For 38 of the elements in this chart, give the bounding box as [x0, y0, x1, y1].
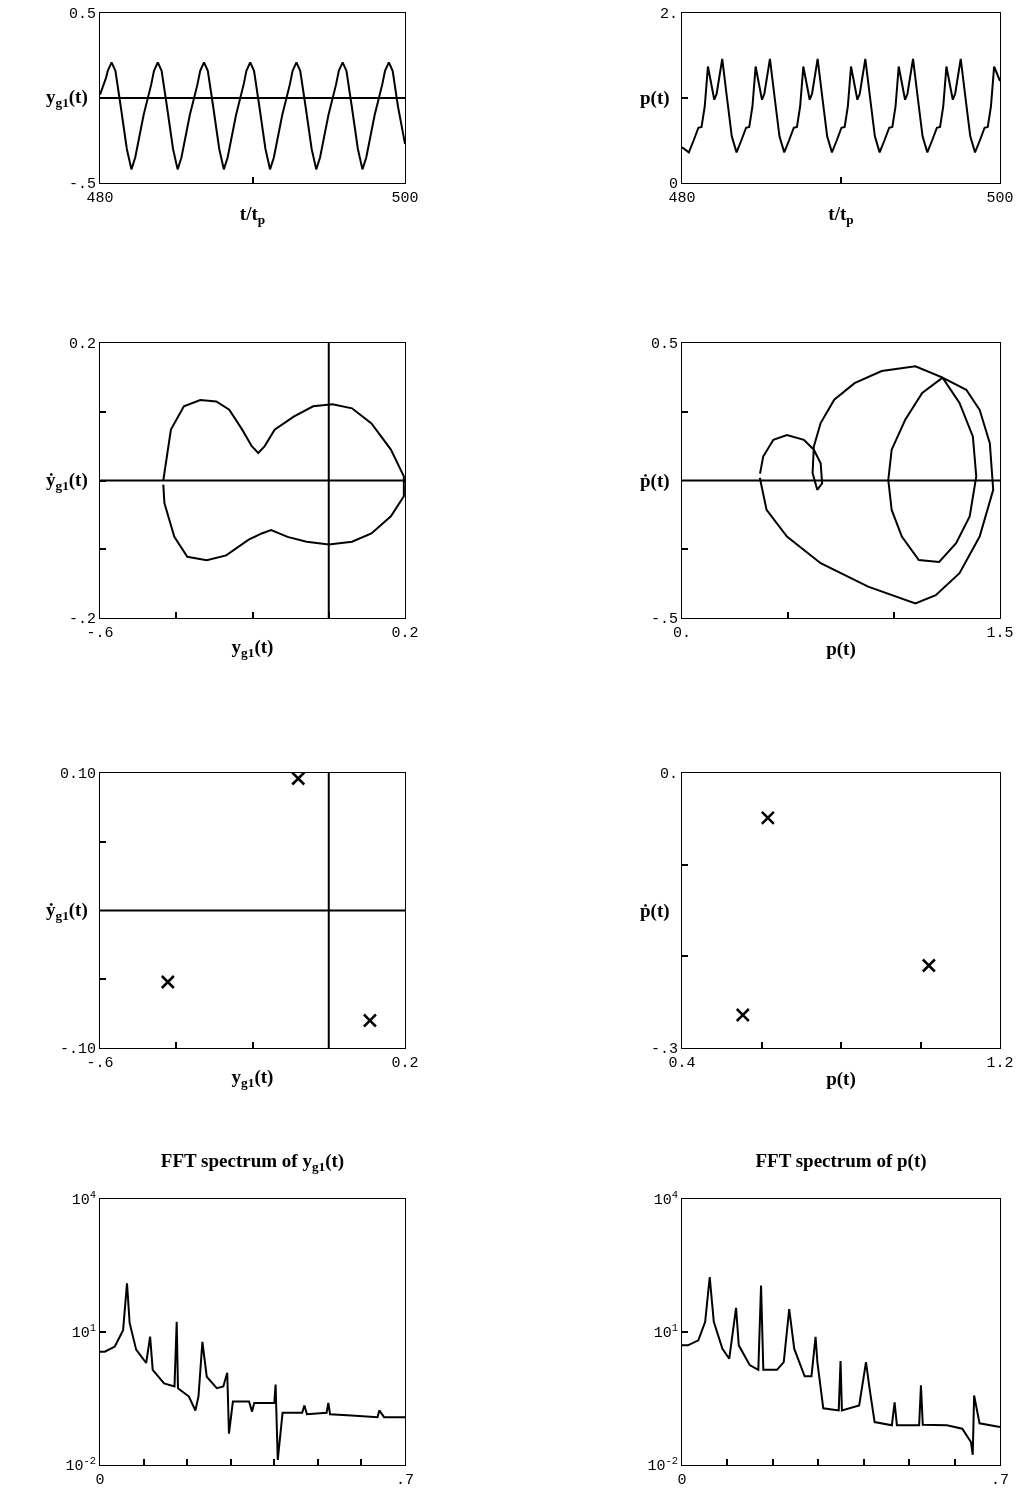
y-axis-title: ẏ$_{g1}$(t) — [46, 899, 88, 923]
chart-title: FFT spectrum of y$_{g1}$(t) — [160, 1150, 345, 1175]
y-tick-label: 2. — [659, 6, 678, 24]
y-axis-title: ṗ(t) — [640, 470, 670, 492]
x-tick-label: 0. — [672, 625, 692, 642]
x-tick-label: 0.2 — [391, 1055, 419, 1072]
y-tick-label: 10$^{-2}$ — [65, 1454, 96, 1476]
y-tick-label: 0.2 — [68, 336, 96, 354]
x-tick-label: 1.5 — [986, 625, 1014, 642]
x-axis-title: p(t) — [826, 1067, 856, 1090]
y-tick-label: 0.5 — [650, 336, 678, 354]
y-axis-title: ṗ(t) — [640, 900, 670, 922]
x-axis-title: p(t) — [826, 637, 856, 660]
y-tick-label: 10$^{4}$ — [653, 1188, 678, 1210]
y-tick-label: 0.10 — [59, 766, 96, 784]
x-tick-label: 0.4 — [668, 1055, 696, 1072]
x-tick-label: 480 — [86, 190, 114, 207]
y-tick-label: 0.5 — [68, 6, 96, 24]
x-axis-title: t/t$_{p}$ — [828, 202, 854, 227]
x-tick-label: 500 — [391, 190, 419, 207]
y-axis-title: ẏ$_{g1}$(t) — [46, 469, 88, 493]
x-axis-title: t/t$_{p}$ — [239, 202, 266, 227]
x-tick-label: .7 — [990, 1472, 1010, 1489]
y-tick-label: 10$^{-2}$ — [647, 1454, 678, 1476]
x-tick-label: 480 — [668, 190, 696, 207]
chart-title: FFT spectrum of p(t) — [755, 1150, 927, 1173]
y-axis-title: y$_{g1}$(t) — [46, 86, 88, 110]
x-tick-label: 1.2 — [986, 1055, 1014, 1072]
y-tick-label: 10$^{4}$ — [71, 1188, 96, 1210]
x-tick-label: 0.2 — [391, 625, 419, 642]
x-tick-label: .7 — [395, 1472, 415, 1489]
y-tick-label: 10$^{1}$ — [653, 1321, 678, 1343]
x-axis-title: y$_{g1}$(t) — [231, 636, 274, 660]
x-axis-title: y$_{g1}$(t) — [231, 1066, 274, 1090]
y-axis-title: p(t) — [640, 87, 670, 109]
y-tick-label: 0. — [659, 766, 678, 784]
x-tick-label: 500 — [986, 190, 1014, 207]
y-tick-label: 10$^{1}$ — [71, 1321, 96, 1343]
